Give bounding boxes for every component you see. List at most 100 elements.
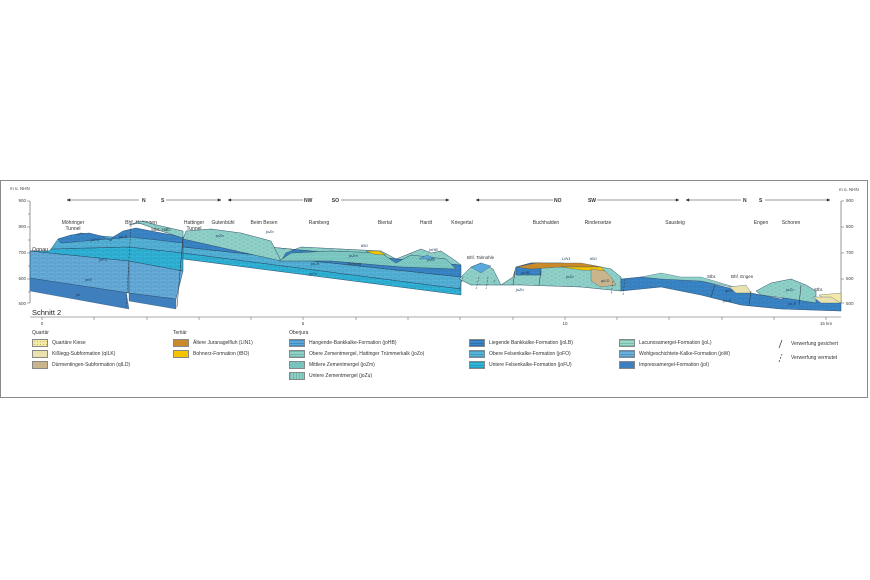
unit-label: tBO	[590, 256, 597, 261]
legend-heading: Oberjura	[289, 330, 309, 336]
donau-label: Donau	[32, 247, 48, 253]
annotation: Stbr. Hatt.	[151, 227, 171, 232]
unit-label: joI	[75, 292, 81, 297]
annotation: Bhf. Engen	[731, 274, 754, 279]
unit-labels: joFO joLB joFU joW joI joZo joZo joZm jo…	[75, 229, 796, 306]
x-tick: 0	[41, 321, 44, 326]
x-tick: 10	[562, 321, 568, 326]
unit-label: LIN1	[562, 256, 570, 261]
unit-label: joZo	[265, 229, 275, 234]
fault-certain-icon	[778, 339, 783, 349]
legend-item: Verwerfung vermutet	[773, 351, 838, 365]
place-label: Ramberg	[309, 220, 330, 226]
unit-label: joLB	[118, 234, 127, 239]
qILK-swatch	[32, 349, 48, 358]
legend-item: Untere Zementmergel (joZu)	[289, 370, 424, 381]
legend-group-tertiaer: Tertiär Ältere Juranagelfluh (LIN1) Bohn…	[173, 329, 253, 359]
place-label: Rindersetze	[585, 220, 612, 226]
qILD-swatch	[32, 360, 48, 369]
unit-label: joW	[84, 277, 93, 282]
legend-item: Dürmentingen-Subformation (qILD)	[32, 359, 130, 370]
geologic-units	[29, 220, 842, 312]
geologic-section-frame: m ü. NHN 900 800 700 600 500 m ü. NHN 90…	[0, 180, 868, 398]
place-label: Kriegertal	[451, 220, 472, 226]
y-tick: 900	[18, 198, 26, 203]
tBO-swatch	[173, 349, 189, 358]
joZm-swatch	[289, 360, 305, 369]
place-label: Schoren	[782, 220, 801, 226]
legend-item: Mittlere Zementmergel (joZm)	[289, 359, 424, 370]
unit-label: joLB	[787, 301, 796, 306]
legend-item: Kißlegg-Subformation (qILK)	[32, 348, 130, 359]
unit-label: joZo	[215, 233, 225, 238]
legend-heading: Tertiär	[173, 330, 187, 336]
LIN1-swatch	[173, 338, 189, 347]
unit-label: joZo	[426, 257, 436, 262]
place-label: Hattinger	[184, 220, 205, 226]
unit-label: joLB	[310, 261, 319, 266]
legend-item: Liegende Bankkalke-Formation (joLB)	[469, 337, 573, 348]
y-axis-right: m ü. NHN 900 800 700 600 500	[839, 187, 859, 306]
x-tick: 5	[302, 321, 305, 326]
place-names: Möhringer Tunnel Bhf. Hattingen Hattinge…	[62, 220, 801, 232]
legend-item: Quartäre Kiese	[32, 337, 130, 348]
legend-item: Obere Zementmergel, Hattinger Trümmerkal…	[289, 348, 424, 359]
unit-label: joLB	[722, 298, 731, 303]
dir-label: S	[759, 198, 763, 204]
unit-label: joFU	[98, 257, 108, 262]
legend-item: Impressamergel-Formation (joI)	[619, 359, 730, 370]
place-label: Tunnel	[186, 226, 201, 232]
cross-section-plot: m ü. NHN 900 800 700 600 500 m ü. NHN 90…	[10, 186, 859, 326]
unit-label: joZo	[565, 274, 575, 279]
legend-group-oberjura-3: Lacunosamergel-Formation (joL) Wohlgesch…	[619, 337, 730, 370]
dir-label: N	[142, 198, 146, 204]
unit-label: qILD	[601, 278, 610, 283]
dir-label: SW	[588, 198, 596, 204]
place-label: Möhringer	[62, 220, 85, 226]
legend-item: Lacunosamergel-Formation (joL)	[619, 337, 730, 348]
y-tick: 600	[18, 276, 26, 281]
joI-swatch	[619, 360, 635, 369]
unit-label: joHB	[520, 270, 530, 275]
unit-label: joZu	[515, 287, 525, 292]
y-tick: 700	[846, 250, 854, 255]
y-axis-left: m ü. NHN 900 800 700 600 500	[10, 186, 31, 306]
unit-label: tBO	[361, 243, 368, 248]
legend-item: Bohnerz-Formation (tBO)	[173, 348, 253, 359]
y-axis-right-label: m ü. NHN	[839, 187, 859, 192]
joL-swatch	[619, 338, 635, 347]
legend-item: Untere Felsenkalke-Formation (joFU)	[469, 359, 573, 370]
y-tick: 500	[846, 301, 854, 306]
y-tick: 500	[18, 301, 26, 306]
place-label: Engen	[754, 220, 769, 226]
dir-label: N	[743, 198, 747, 204]
y-axis-left-label: m ü. NHN	[10, 186, 30, 191]
joFO-swatch	[469, 349, 485, 358]
legend-item: Verwerfung gesichert	[773, 337, 838, 351]
y-tick: 800	[846, 224, 854, 229]
unit-label: joFO	[90, 237, 100, 242]
place-label: Biertal	[378, 220, 392, 226]
y-tick: 600	[846, 276, 854, 281]
unit-label: joHB	[428, 247, 438, 252]
legend-group-oberjura: Oberjura Hangende-Bankkalke-Formation (j…	[289, 329, 424, 381]
joZo-swatch	[289, 349, 305, 358]
section-title: Schnitt 2	[32, 308, 61, 317]
annotations: Donau Stbr. Hatt. Bohrung Bhf. Talmühle …	[32, 227, 823, 292]
place-label: Beim Besen	[251, 220, 278, 226]
legend-group-oberjura-2: Liegende Bankkalke-Formation (joLB) Ober…	[469, 337, 573, 370]
joLB-swatch	[469, 338, 485, 347]
joZu-swatch	[289, 371, 305, 380]
x-tick: 15 km	[820, 321, 833, 326]
legend-group-faults: Verwerfung gesichert Verwerfung vermutet	[773, 337, 838, 365]
unit-label: qILK	[725, 288, 734, 293]
legend-item: Hangende-Bankkalke-Formation (joHB)	[289, 337, 424, 348]
place-label: Sausteig	[665, 220, 685, 226]
legend-item: Ältere Juranagelfluh (LIN1)	[173, 337, 253, 348]
unit-label: joZm	[348, 253, 359, 258]
y-tick: 900	[846, 198, 854, 203]
place-label: Gutenbühl	[211, 220, 234, 226]
y-tick: 800	[18, 224, 26, 229]
annotation: Stbr.	[707, 274, 716, 279]
unit-label: joFU	[308, 271, 318, 276]
